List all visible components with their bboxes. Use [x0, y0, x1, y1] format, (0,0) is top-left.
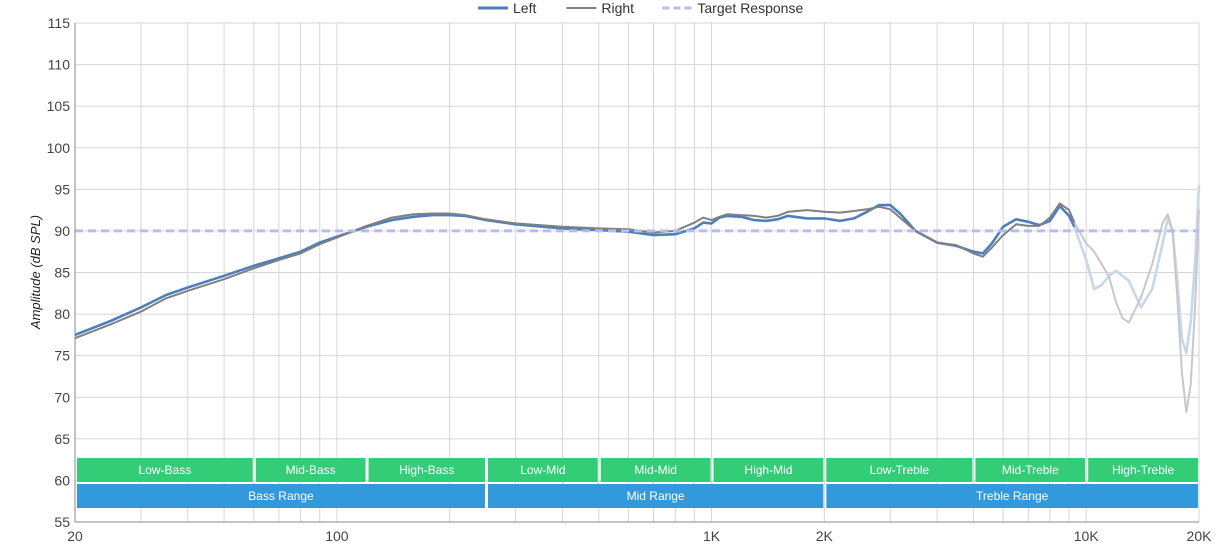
y-tick-label: 75 [54, 348, 70, 364]
y-axis-label: Amplitude (dB SPL) [28, 215, 43, 330]
band-label: Mid-Bass [286, 463, 336, 477]
y-tick-label: 65 [54, 431, 70, 447]
band-mid-bass [255, 458, 366, 482]
chart-legend[interactable]: Left Right Target Response [478, 0, 803, 16]
legend-label: Target Response [697, 0, 803, 16]
legend-item-left[interactable]: Left [478, 0, 536, 16]
band-high-mid [713, 458, 824, 482]
band-high-treble [1088, 458, 1198, 482]
band-label: Treble Range [976, 489, 1049, 503]
frequency-bands: Low-Bass Mid-Bass High-Bass Low-Mid Mid-Mid H… [77, 458, 1198, 508]
y-tick-label: 115 [48, 15, 71, 31]
band-label: Low-Mid [520, 463, 565, 477]
band-mid-mid [600, 458, 711, 482]
y-tick-label: 100 [47, 140, 71, 156]
y-tick-label: 105 [47, 98, 71, 114]
series-left-faded-line [1073, 185, 1201, 355]
legend-item-target-response[interactable]: Target Response [662, 0, 803, 16]
x-tick-label: 100 [325, 528, 349, 544]
band-label: High-Treble [1112, 463, 1175, 477]
x-tick-label: 20 [67, 528, 83, 544]
y-tick-label: 55 [54, 514, 70, 530]
band-label: Mid Range [627, 489, 685, 503]
x-tick-label: 2K [816, 528, 834, 544]
band-label: Mid-Mid [634, 463, 677, 477]
x-tick-label: 10K [1074, 528, 1100, 544]
legend-label: Left [513, 0, 536, 16]
band-low-bass [77, 458, 253, 482]
series-right-faded-line [1073, 210, 1200, 414]
x-tick-label: 1K [703, 528, 721, 544]
y-tick-label: 85 [54, 265, 70, 281]
band-low-mid [487, 458, 598, 482]
band-mid-treble [975, 458, 1086, 482]
x-tick-label: 20K [1187, 528, 1213, 544]
legend-label: Right [601, 0, 634, 16]
series-right-line [74, 202, 1076, 340]
series-left-line [74, 203, 1076, 337]
y-tick-label: 90 [54, 223, 70, 239]
y-tick-label: 60 [54, 472, 70, 488]
band-label: Low-Treble [870, 463, 930, 477]
legend-item-right[interactable]: Right [566, 0, 634, 16]
band-low-treble [826, 458, 973, 482]
band-high-bass [368, 458, 485, 482]
band-bass-range [77, 484, 485, 508]
band-treble-range [826, 484, 1198, 508]
band-label: High-Bass [399, 463, 454, 477]
band-label: Mid-Treble [1002, 463, 1059, 477]
chart-axes: 55 60 65 70 75 80 85 90 95 100 105 110 115 20 100 1K 2K 1… [47, 15, 1212, 544]
y-tick-label: 110 [48, 57, 71, 73]
y-tick-label: 95 [54, 181, 70, 197]
band-mid-range [487, 484, 824, 508]
band-label: Low-Bass [139, 463, 192, 477]
band-label: Bass Range [248, 489, 314, 503]
y-tick-label: 80 [54, 306, 70, 322]
chart-series [74, 185, 1201, 414]
y-tick-label: 70 [54, 389, 70, 405]
band-label: High-Mid [744, 463, 792, 477]
